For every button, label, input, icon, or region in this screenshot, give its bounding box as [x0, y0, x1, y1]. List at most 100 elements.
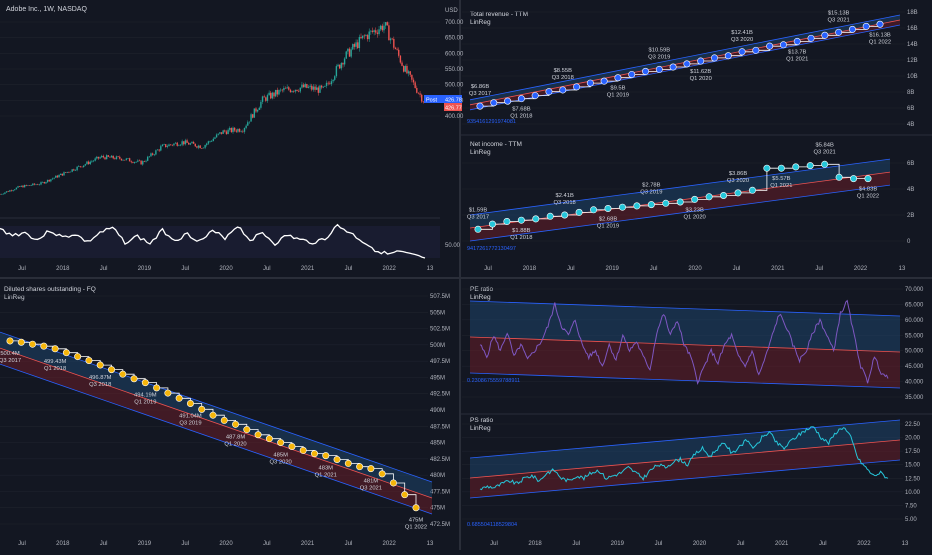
candle-body	[32, 183, 34, 186]
price-y-tick-label: 700.00	[445, 20, 464, 26]
pe-subtitle: LinReg	[470, 294, 491, 301]
pe_ratio-y-tick-label: 60.000	[905, 318, 924, 324]
price-x-tick-label: 2018	[56, 266, 70, 272]
candle-body	[115, 156, 118, 160]
candle-body	[368, 31, 370, 40]
candle-body	[51, 178, 54, 180]
candle-body	[174, 142, 177, 144]
revenue-point-period: Q1 2018	[510, 114, 532, 120]
candle-body	[82, 165, 85, 168]
candle-body	[130, 161, 132, 163]
ps-x-tick-label: 2018	[528, 541, 542, 547]
revenue-point-label: $6.86B	[471, 84, 490, 90]
candle-body	[352, 44, 354, 50]
shares-point-label: 500.4M	[0, 351, 20, 357]
candle-body	[28, 185, 31, 186]
candle-body	[46, 179, 49, 183]
candle-body	[66, 171, 68, 173]
candle-body	[230, 127, 233, 133]
pe_ratio-band-mid-line	[469, 336, 901, 353]
candle-body	[25, 185, 27, 186]
data-point	[614, 74, 622, 82]
candle-body	[206, 143, 208, 146]
pe-panel[interactable]: PE ratio LinReg 70.000 65.000 60.000 55.000…	[462, 286, 924, 401]
data-point	[642, 67, 650, 75]
candle-body	[233, 127, 236, 131]
ps-x-tick-label: 2022	[857, 541, 871, 547]
ps-panel[interactable]: PS ratio LinReg 22.50 20.00 17.50 15.00 12.5…	[462, 417, 921, 547]
revenue-panel[interactable]: Total revenue - TTM LinReg 18B 16B 14B 12B 1…	[462, 10, 918, 128]
income-x-tick-label: Jul	[567, 266, 575, 272]
data-point	[288, 442, 296, 450]
data-point	[734, 189, 742, 197]
shares-x-axis: Jul 2018 Jul 2019 Jul 2020 Jul 2021 Jul 2022 13	[18, 541, 434, 547]
candle-body	[338, 64, 341, 69]
ps_ratio-band-lower	[470, 440, 900, 498]
revenue-y-tick-label: 12B	[907, 58, 918, 64]
candle-body	[37, 184, 39, 186]
ps_ratio-band-mid-line	[469, 439, 901, 479]
income-point-label: $3.86B	[729, 171, 748, 177]
income-x-tick-label: 13	[899, 266, 906, 272]
income-y-tick-label: 4B	[907, 187, 914, 193]
income-point-period: Q1 2020	[684, 214, 706, 220]
ps-title: PS ratio	[470, 417, 494, 424]
candle-body	[199, 145, 201, 149]
revenue-title: Total revenue - TTM	[470, 11, 528, 18]
candle-body	[14, 189, 16, 191]
currency-label: USD	[445, 8, 458, 14]
candle-body	[197, 145, 200, 148]
shares-x-tick-label: Jul	[345, 541, 353, 547]
revenue-point-period: Q1 2020	[690, 76, 712, 82]
data-point	[697, 57, 705, 65]
candle-body	[12, 190, 14, 191]
data-point	[531, 92, 539, 100]
candle-body	[48, 179, 50, 182]
income-point-label: $2.78B	[642, 183, 661, 189]
shares-y-tick-label: 482.5M	[430, 457, 450, 463]
shares-panel[interactable]: Diluted shares outstanding - FQ LinReg 5…	[0, 286, 450, 547]
revenue-point-period: Q3 2017	[469, 91, 491, 97]
data-point	[848, 25, 856, 33]
ps_ratio-y-tick-label: 12.50	[905, 476, 921, 482]
candle-body	[117, 156, 119, 157]
ps_ratio-line	[479, 426, 889, 491]
revenue-y-tick-label: 6B	[907, 106, 914, 112]
candle-body	[314, 86, 316, 90]
candle-body	[243, 127, 246, 132]
revenue-point-period: Q3 2020	[731, 37, 753, 43]
income-point-label: $1.88B	[512, 228, 531, 234]
candle-body	[399, 55, 402, 63]
shares-point-label: 475M	[409, 518, 424, 524]
data-point	[586, 79, 594, 87]
income-x-tick-label: Jul	[650, 266, 658, 272]
data-point	[367, 465, 375, 473]
shares-point-period: Q1 2020	[224, 441, 246, 447]
candle-body	[225, 131, 228, 135]
candle-body	[153, 154, 155, 156]
income-x-tick-label: 2019	[606, 266, 620, 272]
candle-body	[5, 191, 8, 193]
data-point	[209, 411, 217, 419]
data-point	[748, 186, 756, 194]
candle-body	[412, 79, 415, 83]
candle-body	[324, 85, 326, 87]
income-x-tick-label: 2021	[771, 266, 785, 272]
candle-body	[55, 175, 57, 178]
data-point	[17, 338, 25, 346]
data-point	[862, 22, 870, 30]
candle-body	[142, 161, 144, 165]
candle-body	[96, 156, 98, 159]
price-panel[interactable]: Adobe Inc., 1W, NASDAQ USD 700.00 650.00 6…	[0, 6, 464, 272]
candle-body	[404, 65, 407, 72]
candle-body	[358, 37, 361, 49]
income-x-tick-label: Jul	[733, 266, 741, 272]
data-point	[724, 52, 732, 60]
candle-body	[102, 155, 105, 158]
data-point	[546, 212, 554, 220]
candle-body	[388, 25, 390, 41]
candle-body	[178, 145, 180, 147]
candle-body	[133, 161, 136, 163]
